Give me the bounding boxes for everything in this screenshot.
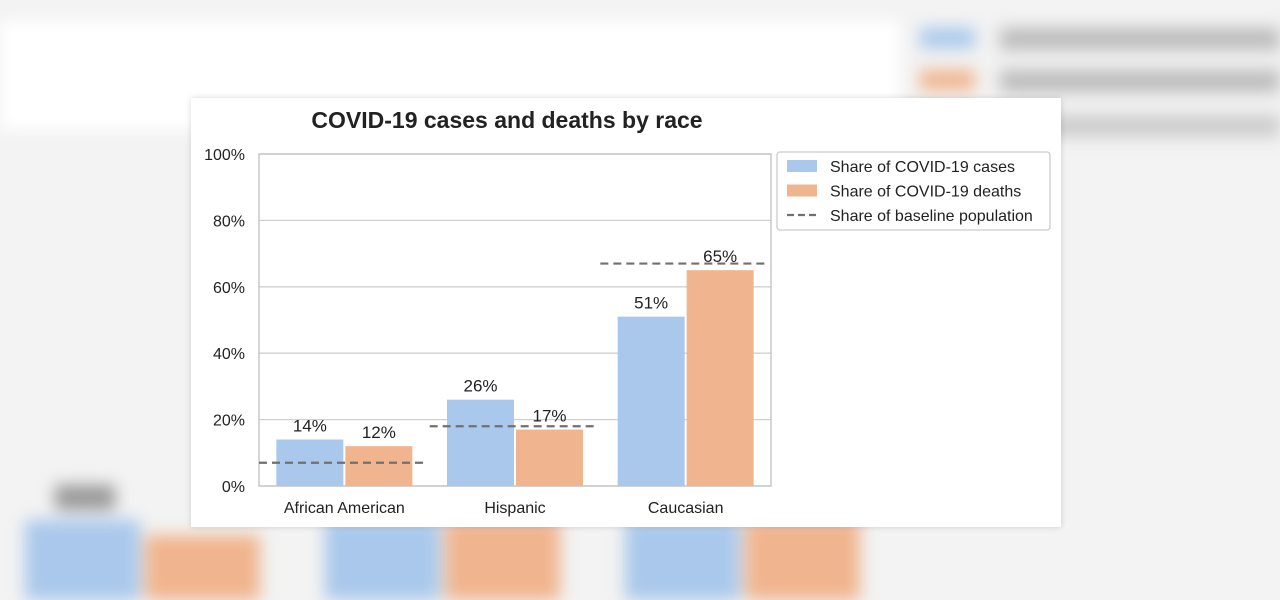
- x-tick-label: African American: [284, 500, 405, 517]
- bar-deaths: [345, 446, 413, 486]
- y-tick-label: 0%: [222, 479, 245, 496]
- data-label: 12%: [362, 423, 396, 442]
- data-label: 65%: [703, 247, 737, 266]
- y-tick-label: 100%: [204, 147, 245, 164]
- y-tick-label: 80%: [213, 213, 245, 230]
- bar-cases: [617, 316, 685, 486]
- bar-deaths: [686, 270, 754, 486]
- y-tick-label: 20%: [213, 413, 245, 430]
- x-tick-label: Caucasian: [648, 500, 724, 517]
- plot-frame: [258, 153, 772, 487]
- legend-swatch: [787, 184, 817, 197]
- bar-cases: [447, 399, 514, 486]
- data-label: 51%: [634, 294, 668, 313]
- data-label: 26%: [463, 377, 497, 396]
- legend-swatch: [787, 160, 817, 172]
- legend-label: Share of baseline population: [830, 208, 1033, 225]
- legend-label: Share of COVID-19 deaths: [830, 184, 1021, 201]
- legend-label: Share of COVID-19 cases: [830, 159, 1015, 176]
- y-tick-label: 40%: [213, 346, 245, 363]
- bar-deaths: [516, 429, 583, 486]
- data-label: 14%: [293, 417, 327, 436]
- y-tick-label: 60%: [213, 280, 245, 297]
- chart-title: COVID-19 cases and deaths by race: [311, 107, 702, 133]
- x-tick-label: Hispanic: [484, 500, 545, 517]
- legend-box: [776, 151, 1051, 231]
- data-label: 17%: [532, 407, 566, 426]
